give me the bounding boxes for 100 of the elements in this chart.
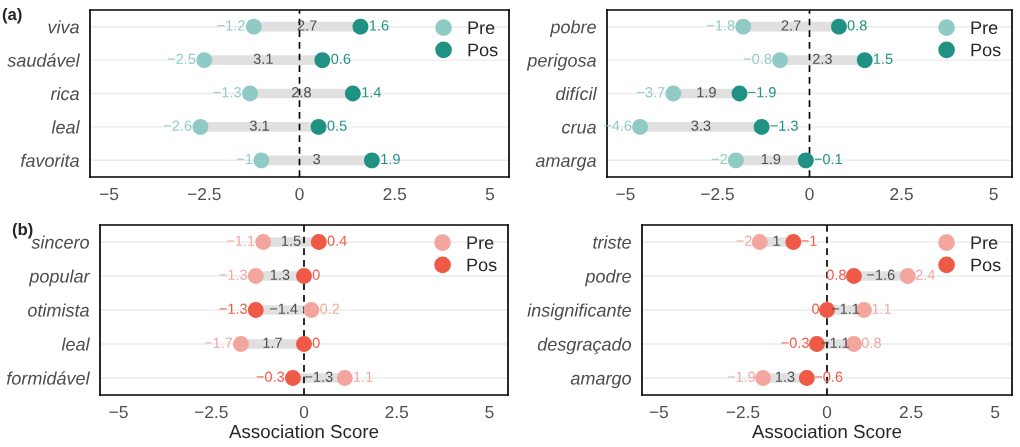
annotation: 1.3 [775,371,795,382]
x-tick-label: −2.5 [726,405,760,419]
point [310,118,327,135]
data-label: −1 [237,154,253,165]
annotation: 1.3 [270,269,290,280]
data-label: 0.4 [327,235,347,246]
annotation: 3.1 [249,120,269,131]
y-tick-label: saudável [7,53,80,67]
x-tick-label: 5 [991,406,1000,419]
data-label: −0.6 [814,371,843,382]
x-tick-label: 5 [989,188,998,201]
data-label: −1.9 [727,371,755,382]
data-label: 1.9 [381,153,400,165]
annotation: 3.1 [253,53,273,65]
x-tick-label: −2.5 [701,187,734,201]
data-label: −1.3 [219,303,247,314]
y-tick-label: crua [562,123,596,134]
point [352,18,369,35]
annotation: 2.7 [297,20,317,31]
point [735,18,752,35]
point [363,152,380,169]
x-tick-label: 0 [299,405,309,419]
x-tick-label: −5 [100,188,119,201]
legend-label: Pos [467,258,497,272]
data-label: 0.8 [861,337,881,348]
point [247,302,264,318]
y-tick-label: rica [50,86,79,101]
point [751,234,768,250]
point [727,152,744,169]
data-label: −1.9 [748,87,776,98]
annotation: 1.7 [263,337,282,348]
point [284,370,301,386]
point [242,85,258,102]
y-tick-label: insignificante [527,303,631,321]
legend-label: Pos [971,43,1001,57]
y-tick-label: difícil [556,86,597,101]
point [296,268,312,284]
x-tick-label: 5 [485,406,494,419]
x-tick-label: 0 [295,187,304,201]
x-tick-label: 0 [805,187,814,201]
point [845,268,862,284]
data-label: 0 [312,337,320,348]
x-axis-title: Association Score [229,424,379,439]
annotation: 1.9 [761,153,781,165]
point [831,18,847,35]
point [247,268,264,284]
chart-title: (a) [2,8,22,24]
data-label: 0.2 [320,303,340,314]
legend-label: Pre [467,236,494,250]
x-tick-label: −2.5 [187,187,221,201]
point [632,118,649,135]
point [753,118,770,135]
x-tick-label: −5 [649,406,668,419]
data-label: 2.4 [915,269,935,280]
data-label: −0.8 [743,53,772,65]
data-label: 1.4 [362,87,382,98]
data-label: −1.3 [770,120,798,131]
x-tick-label: 0 [822,405,832,419]
data-label: −3.7 [637,87,665,98]
point [255,234,272,250]
point [344,85,361,102]
data-label: 1.1 [872,303,891,314]
annotation: 3 [313,153,321,165]
data-label: 1.5 [873,53,893,65]
point [296,336,312,352]
data-label: −1.8 [707,20,735,31]
point [303,302,320,318]
y-tick-label: perigosa [526,53,596,71]
y-tick-label: favorita [20,153,79,168]
y-tick-label: leal [61,337,90,351]
point [245,18,262,35]
data-label: −1.1 [226,235,255,246]
annotation: −1.6 [867,269,895,280]
point [192,118,209,135]
x-tick-label: 2.5 [899,405,923,419]
point [772,52,788,69]
point [755,370,772,386]
annotation: −1.4 [269,303,298,314]
y-tick-label: popular [28,269,91,287]
data-label: 0 [312,269,320,280]
x-tick-label: 5 [485,188,495,201]
data-label: 1.1 [354,371,373,382]
legend-label: Pre [971,236,998,250]
point [798,370,815,386]
data-label: 0 [812,303,820,314]
y-tick-label: viva [48,20,79,34]
x-tick-label: 2.5 [890,187,913,201]
y-tick-label: amarga [535,157,596,171]
annotation: 1.5 [281,235,301,246]
annotation: 2.8 [292,87,311,98]
point [310,234,327,250]
point [196,52,213,69]
data-label: 0.8 [847,20,867,31]
data-label: −2 [711,153,728,165]
data-label: −0.3 [781,337,809,348]
point [899,268,916,284]
y-tick-label: sincero [31,235,90,249]
legend-label: Pos [971,258,1001,272]
annotation: 1 [773,235,780,246]
y-tick-label: otimista [27,303,89,317]
